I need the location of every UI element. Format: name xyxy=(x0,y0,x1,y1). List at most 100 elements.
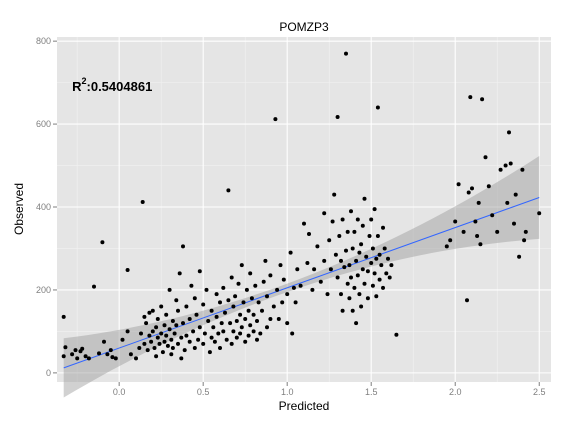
data-point xyxy=(345,281,350,286)
data-point xyxy=(192,346,197,350)
data-point xyxy=(248,323,253,328)
data-point xyxy=(197,325,202,330)
data-point xyxy=(387,275,392,280)
x-tick-label: 0.5 xyxy=(197,387,210,397)
y-tick-label: 0 xyxy=(46,368,51,378)
data-point xyxy=(238,312,243,317)
data-point xyxy=(495,229,500,234)
data-point xyxy=(162,339,167,344)
data-point xyxy=(490,213,495,218)
data-point xyxy=(470,186,474,191)
data-point xyxy=(273,117,278,122)
data-point xyxy=(285,292,290,297)
data-point xyxy=(140,200,145,204)
data-point xyxy=(369,261,374,265)
x-tick-label: 2.0 xyxy=(449,387,462,397)
data-point xyxy=(342,265,347,270)
data-point xyxy=(522,238,527,243)
data-point xyxy=(231,304,236,309)
data-point xyxy=(305,261,310,265)
data-point xyxy=(258,331,263,336)
data-point xyxy=(344,248,348,253)
data-point xyxy=(255,337,259,342)
data-point xyxy=(394,332,399,337)
data-point xyxy=(335,115,340,119)
data-point xyxy=(239,263,244,268)
data-point xyxy=(352,285,357,290)
data-point xyxy=(349,275,353,280)
data-point xyxy=(246,333,251,338)
data-point xyxy=(328,267,333,272)
data-point xyxy=(179,356,184,361)
data-point xyxy=(221,329,226,334)
annotation-value: :0.5404861 xyxy=(87,79,153,94)
data-point xyxy=(169,337,174,342)
data-point xyxy=(176,341,180,346)
grid xyxy=(57,37,551,382)
data-point xyxy=(468,95,473,100)
data-point xyxy=(218,346,222,350)
data-point xyxy=(374,256,379,261)
data-point xyxy=(197,269,202,274)
data-point xyxy=(480,97,485,102)
data-point xyxy=(465,298,469,303)
data-point xyxy=(184,333,189,338)
data-point xyxy=(152,346,157,350)
data-point xyxy=(160,350,165,355)
data-point xyxy=(142,314,147,319)
x-tick-label: 1.5 xyxy=(365,387,378,397)
data-point xyxy=(473,219,478,224)
data-point xyxy=(505,200,510,205)
data-point xyxy=(243,317,248,321)
data-point xyxy=(147,310,152,315)
data-point xyxy=(231,329,236,334)
data-point xyxy=(327,238,332,243)
data-point xyxy=(365,296,370,301)
data-point xyxy=(276,317,281,321)
data-point xyxy=(246,308,251,313)
data-point xyxy=(154,354,159,359)
data-point xyxy=(177,271,182,276)
data-point xyxy=(263,258,268,263)
data-point xyxy=(192,296,197,301)
data-point xyxy=(389,263,394,268)
data-point xyxy=(360,267,365,272)
x-tick-label: 0.0 xyxy=(113,387,126,397)
data-point xyxy=(340,217,345,222)
data-point xyxy=(512,221,516,226)
data-point xyxy=(251,329,256,334)
data-point xyxy=(170,319,175,323)
data-point xyxy=(478,242,483,247)
data-point xyxy=(377,277,382,282)
data-point xyxy=(298,283,303,288)
data-point xyxy=(145,348,150,353)
regression-line xyxy=(63,197,540,369)
data-point xyxy=(147,333,152,338)
data-point xyxy=(139,331,143,336)
data-point xyxy=(155,335,160,340)
data-point xyxy=(167,327,172,332)
x-tick-label: 1.0 xyxy=(281,387,294,397)
data-point xyxy=(302,221,306,226)
data-point xyxy=(159,304,164,309)
data-point xyxy=(355,273,360,278)
data-point xyxy=(61,314,66,319)
data-point xyxy=(444,244,449,249)
data-point xyxy=(362,196,367,201)
fit-line xyxy=(63,197,540,369)
data-point xyxy=(517,254,522,259)
y-tick-label: 800 xyxy=(36,36,51,46)
data-point xyxy=(369,217,374,222)
data-point xyxy=(362,281,367,286)
data-point xyxy=(181,321,185,326)
data-point xyxy=(375,105,380,110)
data-point xyxy=(347,296,352,301)
data-point xyxy=(113,356,118,361)
data-point xyxy=(150,329,155,334)
data-point xyxy=(360,223,365,228)
data-point xyxy=(364,254,369,259)
data-point xyxy=(219,321,224,326)
data-point xyxy=(224,337,229,342)
data-point xyxy=(476,200,481,205)
data-point xyxy=(248,271,253,276)
